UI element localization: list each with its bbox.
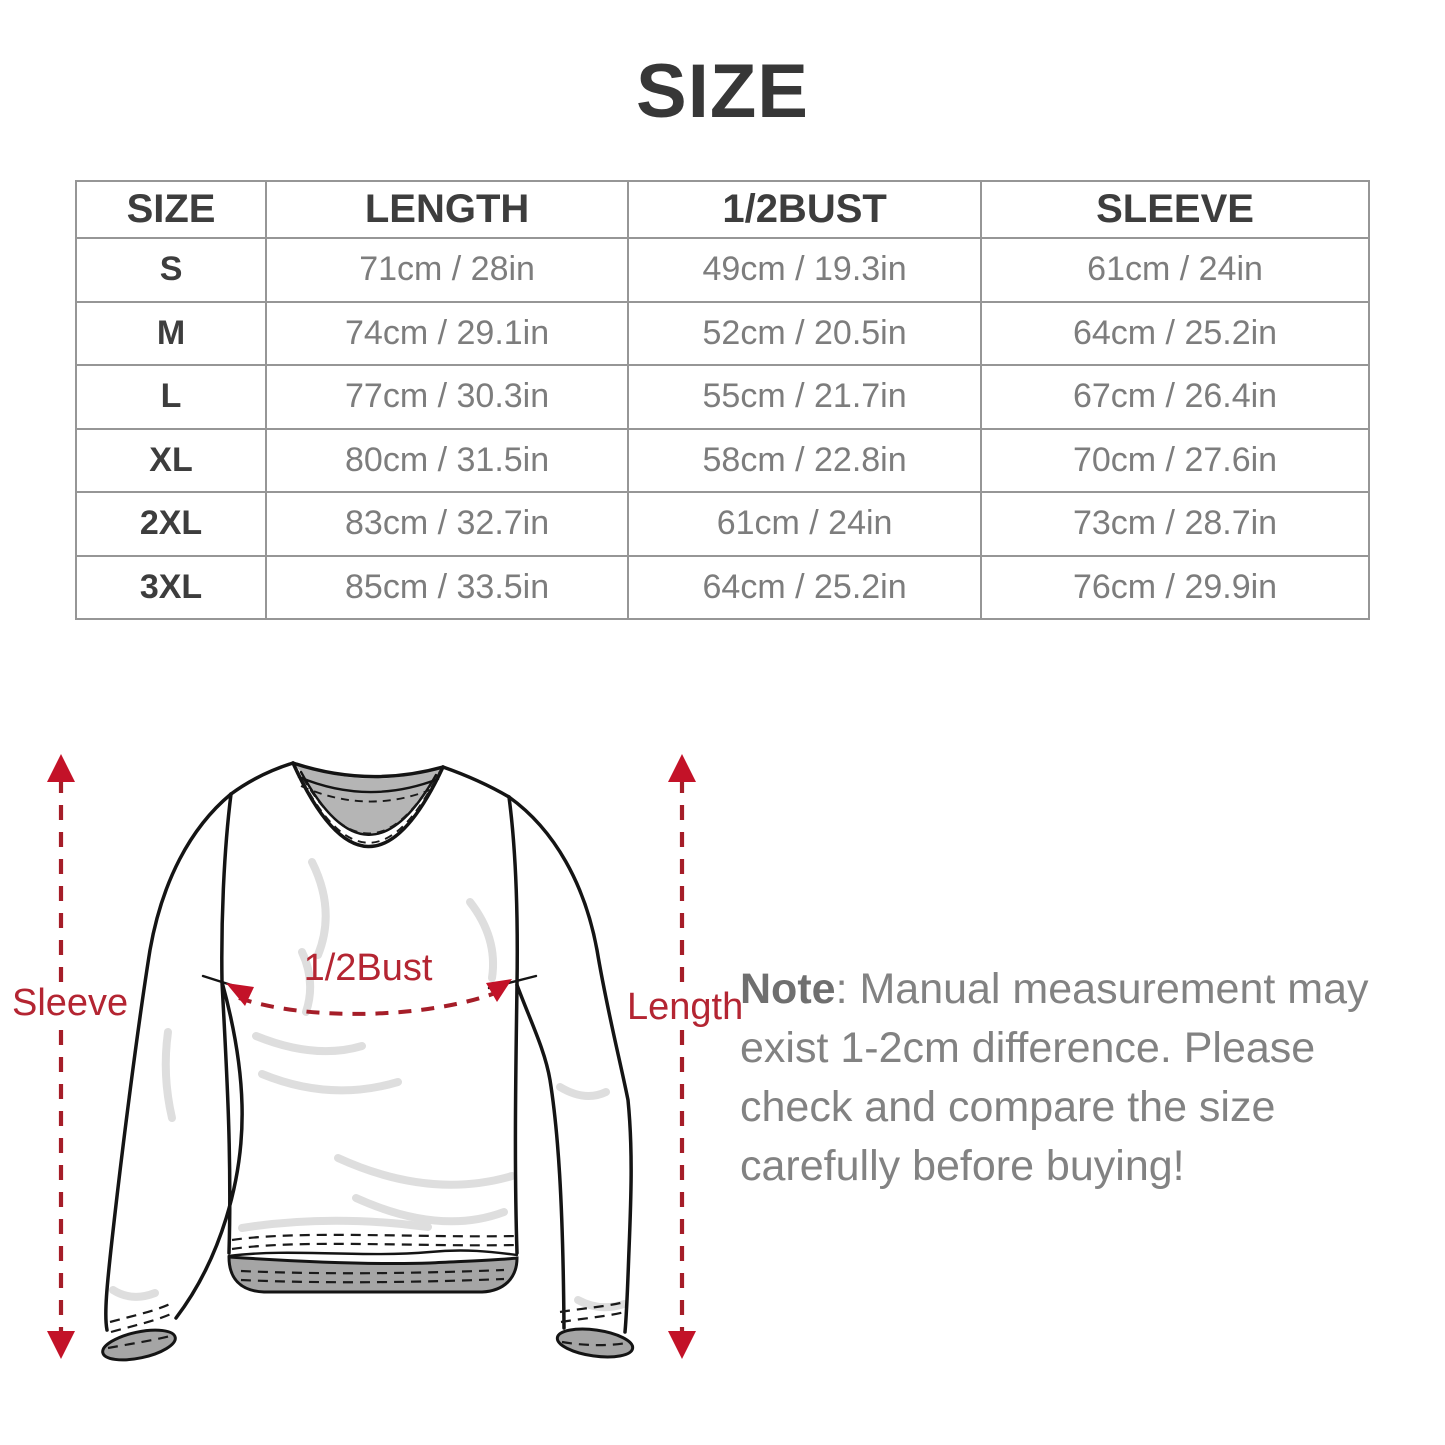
cell-size: S [74, 237, 268, 303]
hem-band [227, 1255, 519, 1294]
shirt-measurement-diagram: Sleeve 1/2Bust Length [12, 754, 743, 1362]
wrinkle-mark [238, 1216, 432, 1232]
page-title: SIZE [636, 49, 809, 134]
shirt-torso [221, 763, 518, 1253]
size-table-header-row: SIZE LENGTH 1/2BUST SLEEVE [74, 180, 1370, 239]
right-cuff-stitch [559, 1299, 629, 1314]
sleeve-label: Sleeve [12, 982, 128, 1024]
size-table: SIZE LENGTH 1/2BUST SLEEVE S 71cm / 28in… [74, 180, 1370, 620]
hem-band-stitch [240, 1268, 505, 1275]
wrinkle-mark [298, 948, 315, 1016]
cell-half-bust: 58cm / 22.8in [627, 427, 983, 493]
cell-half-bust: 52cm / 20.5in [627, 300, 983, 366]
table-row: XL 80cm / 31.5in 58cm / 22.8in 70cm / 27… [74, 427, 1370, 493]
cell-length: 71cm / 28in [265, 237, 630, 303]
header-half-bust: 1/2BUST [627, 180, 983, 239]
collar-band-inner-edge [299, 770, 438, 836]
cell-sleeve: 64cm / 25.2in [980, 300, 1370, 366]
right-cuff-band [555, 1327, 635, 1359]
wrinkle-mark [109, 1286, 159, 1301]
cell-size: L [74, 364, 268, 430]
header-length: LENGTH [265, 180, 630, 239]
table-row: 2XL 83cm / 32.7in 61cm / 24in 73cm / 28.… [74, 491, 1370, 557]
half-bust-label: 1/2Bust [304, 947, 433, 989]
left-cuff-band [101, 1328, 177, 1362]
left-cuff-band-stitch [107, 1334, 171, 1350]
cell-size: 3XL [74, 554, 268, 620]
back-collar-seam [297, 775, 440, 794]
hem-stitch [231, 1242, 517, 1251]
cell-size: 2XL [74, 491, 268, 557]
wrinkle-mark [334, 1154, 516, 1189]
cell-sleeve: 76cm / 29.9in [980, 554, 1370, 620]
note-body: : Manual measurement may exist 1-2cm dif… [740, 965, 1369, 1190]
cell-length: 85cm / 33.5in [265, 554, 630, 620]
cell-sleeve: 67cm / 26.4in [980, 364, 1370, 430]
wrinkle-mark [308, 858, 330, 959]
hem-band-stitch [240, 1277, 505, 1284]
left-shoulder-seam [229, 761, 295, 796]
right-cuff-band-stitch [561, 1340, 627, 1347]
right-shoulder-seam [441, 765, 511, 799]
table-row: L 77cm / 30.3in 55cm / 21.7in 67cm / 26.… [74, 364, 1370, 430]
wrinkle-mark [258, 1070, 402, 1095]
wrinkle-mark [466, 898, 498, 982]
length-label: Length [627, 986, 743, 1028]
wrinkle-mark [252, 1032, 366, 1056]
sleeve-arrow-up-icon [47, 754, 75, 782]
cell-length: 74cm / 29.1in [265, 300, 630, 366]
table-row: M 74cm / 29.1in 52cm / 20.5in 64cm / 25.… [74, 300, 1370, 366]
bust-arrow-line [238, 990, 499, 1016]
right-cuff-stitch [560, 1309, 629, 1324]
cell-sleeve: 61cm / 24in [980, 237, 1370, 303]
right-sleeve-inner-edge [515, 983, 566, 1330]
cell-sleeve: 73cm / 28.7in [980, 491, 1370, 557]
cell-half-bust: 49cm / 19.3in [627, 237, 983, 303]
back-neckline [291, 761, 445, 779]
cell-half-bust: 61cm / 24in [627, 491, 983, 557]
wrinkle-mark [556, 1083, 610, 1100]
cell-length: 83cm / 32.7in [265, 491, 630, 557]
cell-half-bust: 55cm / 21.7in [627, 364, 983, 430]
left-sleeve-outer-edge [104, 792, 233, 1332]
note-text: Note: Manual measurement may exist 1-2cm… [740, 960, 1405, 1196]
cell-half-bust: 64cm / 25.2in [627, 554, 983, 620]
hem-fold-line [227, 1249, 519, 1258]
length-arrow-up-icon [668, 754, 696, 782]
cell-length: 77cm / 30.3in [265, 364, 630, 430]
back-collar-stitch [300, 785, 436, 803]
table-row: 3XL 85cm / 33.5in 64cm / 25.2in 76cm / 2… [74, 554, 1370, 620]
left-sleeve-inner-edge [174, 980, 244, 1320]
note-label: Note [740, 965, 836, 1013]
hem-stitch [231, 1233, 517, 1242]
shirt-left-sleeve [105, 794, 243, 1330]
cell-size: M [74, 300, 268, 366]
cell-length: 80cm / 31.5in [265, 427, 630, 493]
cell-size: XL [74, 427, 268, 493]
collar-band-outer-edge [291, 761, 445, 849]
left-cuff-stitch [110, 1312, 172, 1334]
cell-sleeve: 70cm / 27.6in [980, 427, 1370, 493]
shirt-right-sleeve [509, 797, 632, 1332]
right-sleeve-outer-edge [507, 795, 633, 1334]
torso-right-edge [507, 795, 519, 1255]
header-size: SIZE [74, 180, 268, 239]
header-sleeve: SLEEVE [980, 180, 1370, 239]
wrinkle-mark [161, 1028, 176, 1122]
wrinkle-mark [352, 1194, 508, 1226]
length-arrow-down-icon [668, 1331, 696, 1359]
bust-arrow-right-icon [486, 979, 512, 1002]
table-row: S 71cm / 28in 49cm / 19.3in 61cm / 24in [74, 237, 1370, 303]
sleeve-arrow-down-icon [47, 1331, 75, 1359]
left-cuff-stitch [109, 1302, 171, 1324]
bust-arrow-left-icon [226, 983, 254, 1006]
collar-stitch [302, 777, 434, 835]
